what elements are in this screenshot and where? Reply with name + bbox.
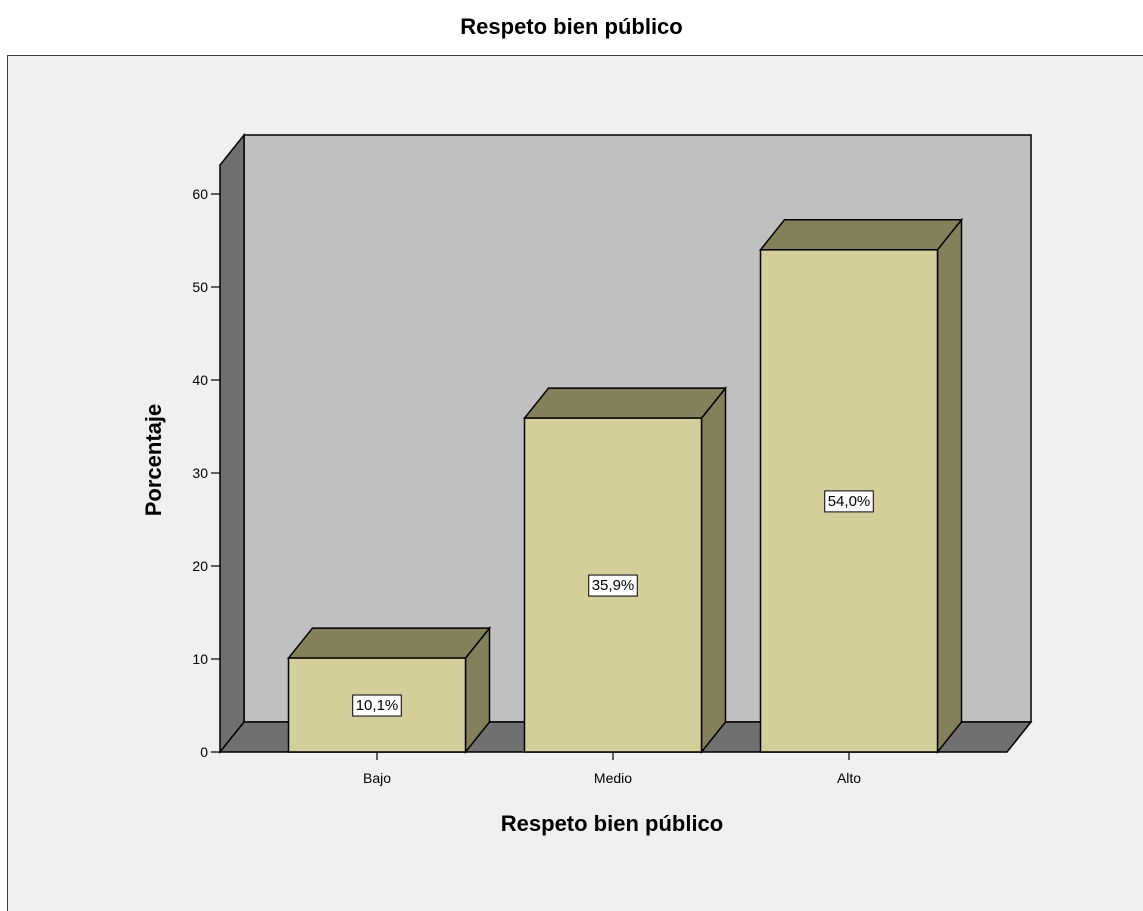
y-tick-label: 30 bbox=[192, 465, 208, 481]
y-tick-label: 0 bbox=[200, 744, 208, 760]
bar-side bbox=[700, 385, 727, 755]
bar-side bbox=[936, 217, 963, 755]
y-tick-label: 10 bbox=[192, 651, 208, 667]
x-axis: Bajo Medio Alto bbox=[363, 752, 861, 786]
y-tick-label: 20 bbox=[192, 558, 208, 574]
x-axis-title: Respeto bien público bbox=[501, 811, 723, 836]
bar-medio: 35,9% bbox=[522, 385, 728, 755]
y-tick-label: 40 bbox=[192, 372, 208, 388]
bar-top bbox=[286, 627, 492, 659]
data-label-box bbox=[352, 694, 402, 717]
data-label-box bbox=[588, 574, 638, 597]
x-tick-label: Medio bbox=[594, 770, 632, 786]
data-label: 54,0% bbox=[828, 493, 871, 510]
bar-top bbox=[522, 387, 728, 419]
chart-title: Respeto bien público bbox=[460, 14, 683, 39]
bar-bajo: 10,1% bbox=[286, 625, 492, 755]
x-tick-label: Alto bbox=[837, 770, 861, 786]
data-label-box bbox=[824, 490, 874, 513]
data-label: 10,1% bbox=[356, 697, 399, 714]
bars: 10,1% 35,9% 54,0% bbox=[286, 217, 964, 755]
y-tick-label: 60 bbox=[192, 186, 208, 202]
y-tick-label: 50 bbox=[192, 279, 208, 295]
bar-top bbox=[758, 219, 964, 251]
data-label: 35,9% bbox=[592, 577, 635, 594]
side-wall bbox=[219, 132, 245, 755]
y-axis-title: Porcentaje bbox=[141, 404, 166, 517]
bar-alto: 54,0% bbox=[758, 217, 964, 755]
x-tick-label: Bajo bbox=[363, 770, 391, 786]
y-axis: 0 10 20 30 40 50 60 bbox=[192, 186, 220, 760]
